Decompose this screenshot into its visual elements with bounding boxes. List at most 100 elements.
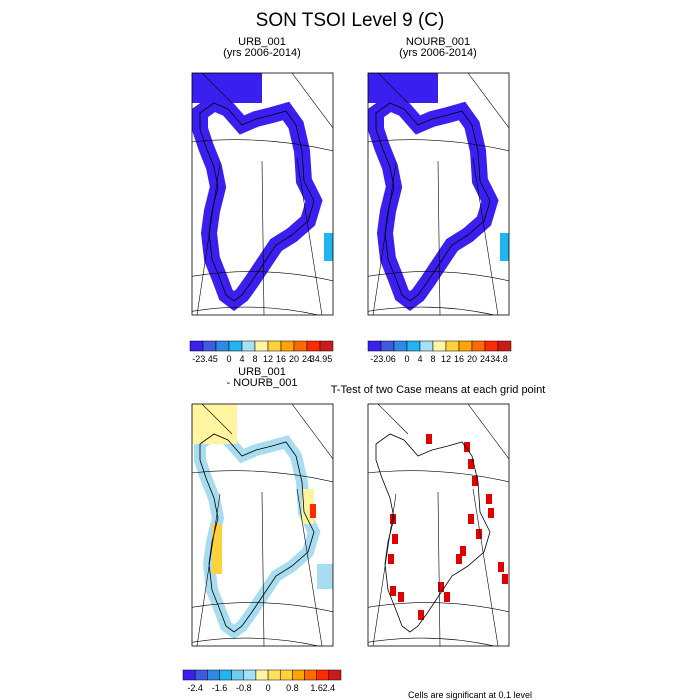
- colorbar-label: 2.4: [323, 683, 336, 693]
- meridian-line: [377, 73, 409, 104]
- latitude-line: [192, 637, 320, 646]
- colorbar-label: -23.06: [370, 354, 396, 364]
- meridian-line: [377, 404, 409, 435]
- field-cells: [388, 554, 394, 564]
- panel-title: T-Test of two Case means at each grid po…: [331, 384, 546, 396]
- colorbar-box: [316, 669, 330, 681]
- colorbar-label: 4: [417, 354, 422, 364]
- panel-title: - NOURB_001: [227, 377, 298, 389]
- field-cells: [468, 514, 474, 524]
- meridian-line: [201, 73, 233, 104]
- colorbar-box: [254, 340, 269, 352]
- colorbar-box: [445, 340, 460, 352]
- colorbar-box: [328, 669, 342, 681]
- colorbar-label: 8: [430, 354, 435, 364]
- meridian-line: [467, 73, 509, 129]
- colorbar-box: [207, 669, 220, 681]
- colorbar-box: [367, 340, 382, 352]
- colorbar-label: 16: [454, 354, 464, 364]
- colorbar-box: [458, 340, 473, 352]
- latitude-line: [368, 602, 509, 613]
- meridian-line: [472, 488, 499, 646]
- field-cells: [398, 592, 404, 602]
- panel-frame: [191, 403, 334, 647]
- latitude-line: [192, 271, 333, 282]
- field-cells: [392, 534, 398, 544]
- colorbar-box: [182, 669, 196, 681]
- map-panel: URB_001- NOURB_001: [191, 366, 334, 647]
- colorbar-box: [231, 669, 245, 681]
- meridian-line: [261, 491, 265, 646]
- colorbar: -23.06 0 4 8 12 16 20 24 34.8: [367, 340, 512, 364]
- field-cells: [192, 73, 262, 103]
- colorbar: -2.4 -1.6 -0.8 0 0.8 1.6 2.4: [182, 669, 342, 693]
- field-cells: [426, 434, 432, 444]
- colorbar-label: 0: [266, 683, 271, 693]
- field-cells: [500, 233, 509, 261]
- colorbar-box: [292, 669, 305, 681]
- field-cells: [502, 574, 508, 584]
- colorbar-label: 0: [404, 354, 409, 364]
- field-cells: [468, 459, 474, 469]
- colorbar-label: 1.6: [310, 683, 323, 693]
- colorbar-label: 0.8: [286, 683, 299, 693]
- field-cells: [476, 529, 482, 539]
- colorbar-box: [267, 669, 281, 681]
- colorbar-label: -0.8: [236, 683, 252, 693]
- map-content: [368, 404, 509, 646]
- field-cells: [460, 546, 466, 556]
- colorbar-box: [497, 340, 512, 352]
- colorbar-label: 20: [289, 354, 299, 364]
- panel-title: (yrs 2006-2014): [223, 47, 301, 59]
- colorbar-label: -2.4: [187, 683, 203, 693]
- colorbar-box: [255, 669, 269, 681]
- field-cells: [192, 404, 237, 444]
- meridian-line: [296, 488, 323, 646]
- field-cells: [418, 610, 424, 620]
- latitude-line: [368, 637, 496, 646]
- colorbar-label: -23.45: [192, 354, 218, 364]
- field-cells: [324, 233, 333, 261]
- field-cells: [438, 582, 444, 592]
- colorbar-label: 12: [441, 354, 451, 364]
- figure-title: SON TSOI Level 9 (C): [256, 10, 445, 31]
- colorbar-box: [280, 340, 295, 352]
- meridian-line: [467, 404, 509, 460]
- colorbar-box: [194, 669, 208, 681]
- meridian-line: [472, 157, 499, 315]
- panel-frame: [367, 72, 510, 316]
- latitude-line: [192, 602, 333, 613]
- latitude-line: [192, 306, 320, 315]
- field-cells: [486, 494, 492, 504]
- colorbar-label: 34.8: [490, 354, 508, 364]
- colorbar-box: [484, 340, 499, 352]
- colorbar-box: [304, 669, 317, 681]
- colorbar-box: [215, 340, 230, 352]
- colorbar-label: 24: [480, 354, 490, 364]
- latitude-line: [192, 470, 333, 483]
- meridian-line: [296, 157, 323, 315]
- coastline: [199, 102, 315, 302]
- field-cells: [464, 442, 470, 452]
- colorbar-label: 4: [239, 354, 244, 364]
- meridian-line: [291, 404, 333, 460]
- colorbar-box: [432, 340, 447, 352]
- field-cells: [456, 554, 462, 564]
- meridian-line: [437, 160, 441, 315]
- meridian-line: [372, 493, 397, 646]
- colorbar-box: [241, 340, 256, 352]
- meridian-line: [201, 404, 233, 435]
- latitude-line: [368, 139, 509, 152]
- coastline: [375, 102, 491, 302]
- field-cells: [317, 564, 333, 589]
- colorbar-box: [219, 669, 232, 681]
- colorbar-box: [393, 340, 408, 352]
- colorbar-label: -1.6: [212, 683, 228, 693]
- meridian-line: [437, 491, 441, 646]
- field-cells: [390, 514, 396, 524]
- colorbar-box: [471, 340, 486, 352]
- colorbar-label: 34.95: [310, 354, 333, 364]
